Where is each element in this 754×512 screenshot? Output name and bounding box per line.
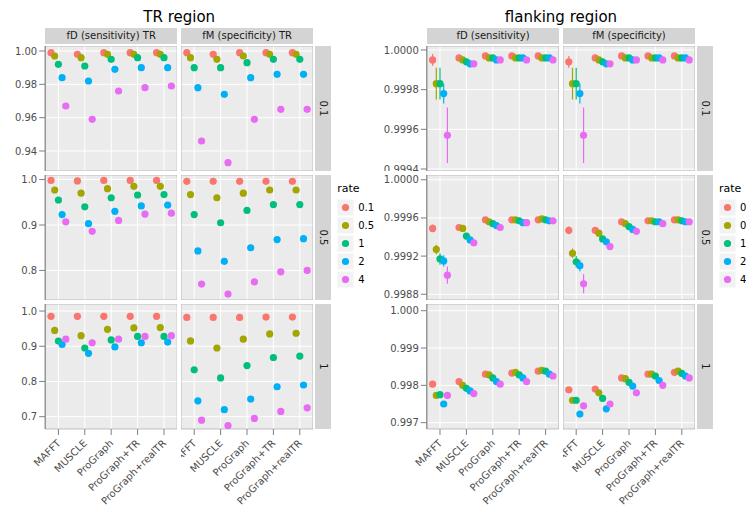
svg-text:0.9: 0.9 bbox=[21, 220, 37, 231]
svg-text:MAFFT: MAFFT bbox=[31, 437, 63, 469]
html-text:0.5: 0.5 bbox=[358, 220, 375, 231]
html-text:TR region: TR region bbox=[143, 8, 216, 26]
svg-text:0.7: 0.7 bbox=[21, 411, 37, 422]
html-text:1: 1 bbox=[740, 238, 747, 249]
svg-text:0.997: 0.997 bbox=[390, 417, 419, 428]
svg-text:ProGraph+realTR: ProGraph+realTR bbox=[99, 437, 168, 505]
svg-text:1.0000: 1.0000 bbox=[384, 175, 419, 185]
html-text:rate: rate bbox=[337, 181, 360, 195]
svg-text:0.9998: 0.9998 bbox=[384, 84, 419, 95]
html-text:0.1: 0.1 bbox=[358, 202, 375, 213]
svg-text:MUSCLE: MUSCLE bbox=[52, 437, 89, 475]
html-text:4: 4 bbox=[358, 274, 365, 285]
svg-text:1.0000: 1.0000 bbox=[384, 46, 419, 56]
html-text:fM (specificity): fM (specificity) bbox=[592, 30, 666, 41]
svg-text:ProGraph+TR: ProGraph+TR bbox=[467, 437, 524, 494]
svg-text:0.8: 0.8 bbox=[21, 265, 37, 276]
svg-text:ProGraph+TR: ProGraph+TR bbox=[603, 437, 660, 494]
svg-text:0.9996: 0.9996 bbox=[384, 124, 419, 135]
svg-text:MAFFT: MAFFT bbox=[413, 437, 445, 469]
svg-text:ProGraph+realTR: ProGraph+realTR bbox=[481, 437, 550, 505]
html-text:fM (specificity) TR: fM (specificity) TR bbox=[202, 30, 293, 41]
svg-text:MUSCLE: MUSCLE bbox=[569, 437, 607, 475]
svg-text:0.94: 0.94 bbox=[15, 146, 37, 157]
html-text:fD (sensitivity) TR: fD (sensitivity) TR bbox=[66, 30, 156, 41]
svg-text:0.1: 0.1 bbox=[699, 101, 710, 117]
svg-text:1.000: 1.000 bbox=[390, 305, 419, 316]
svg-text:1: 1 bbox=[699, 363, 710, 369]
svg-text:1.00: 1.00 bbox=[15, 46, 37, 57]
svg-text:0.5: 0.5 bbox=[699, 230, 710, 246]
svg-text:0.999: 0.999 bbox=[390, 343, 419, 354]
html-text:fD (sensitivity): fD (sensitivity) bbox=[456, 30, 530, 41]
svg-text:0.9: 0.9 bbox=[21, 341, 37, 352]
svg-text:ProGraph+realTR: ProGraph+realTR bbox=[617, 437, 686, 505]
svg-text:0.8: 0.8 bbox=[21, 376, 37, 387]
html-text:1: 1 bbox=[358, 238, 365, 249]
html-text:rate: rate bbox=[719, 181, 742, 195]
svg-text:MUSCLE: MUSCLE bbox=[434, 437, 471, 475]
svg-text:0.9994: 0.9994 bbox=[384, 164, 419, 171]
svg-text:ProGraph+TR: ProGraph+TR bbox=[222, 437, 278, 494]
svg-text:0.9992: 0.9992 bbox=[384, 251, 419, 262]
svg-text:ProGraph+TR: ProGraph+TR bbox=[86, 437, 142, 494]
svg-text:1.0: 1.0 bbox=[21, 306, 37, 317]
svg-text:0.9996: 0.9996 bbox=[384, 212, 419, 223]
html-text:2: 2 bbox=[358, 256, 365, 267]
svg-text:MUSCLE: MUSCLE bbox=[188, 437, 225, 475]
html-text:flanking region: flanking region bbox=[504, 8, 618, 26]
svg-text:0.9988: 0.9988 bbox=[384, 289, 419, 300]
svg-text:0.998: 0.998 bbox=[390, 380, 419, 391]
svg-text:1.0: 1.0 bbox=[21, 175, 37, 185]
html-text:2: 2 bbox=[740, 256, 747, 267]
svg-text:0.96: 0.96 bbox=[15, 112, 37, 123]
svg-text:ProGraph+realTR: ProGraph+realTR bbox=[235, 437, 304, 505]
svg-text:0.98: 0.98 bbox=[15, 79, 37, 90]
html-text:4: 4 bbox=[740, 274, 747, 285]
svg-text:1: 1 bbox=[318, 363, 329, 369]
svg-text:0.1: 0.1 bbox=[318, 101, 329, 117]
svg-text:0.5: 0.5 bbox=[318, 230, 329, 246]
